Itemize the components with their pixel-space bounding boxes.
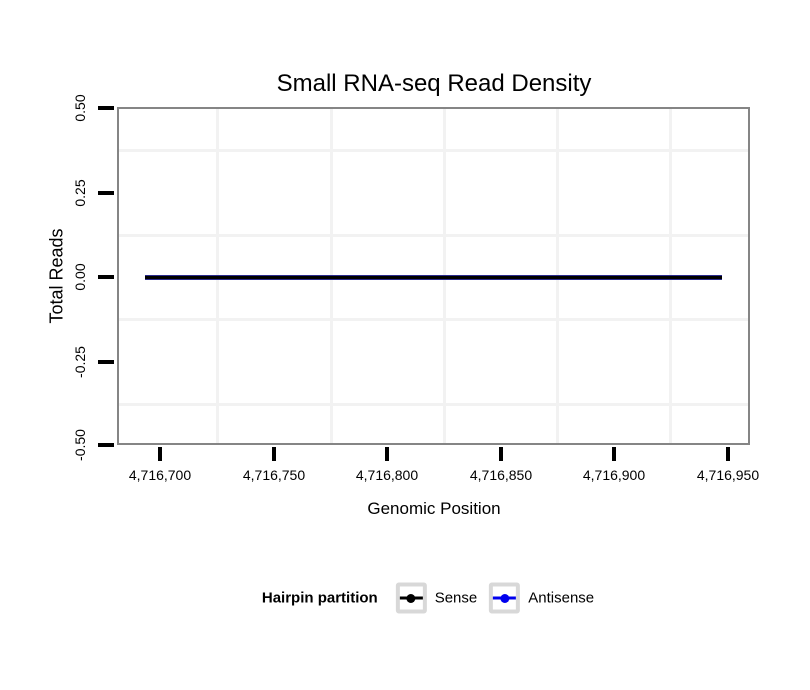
- chart-title: Small RNA-seq Read Density: [276, 70, 592, 97]
- x-tick-label: 4,716,900: [582, 467, 646, 483]
- x-tick-label: 4,716,850: [469, 467, 533, 483]
- legend-key-antisense: [489, 582, 521, 614]
- x-tick-mark: [385, 447, 389, 461]
- x-tick-label: 4,716,950: [696, 467, 760, 483]
- legend-title: Hairpin partition: [261, 589, 378, 607]
- x-tick-mark: [272, 447, 276, 461]
- legend: Hairpin partition Sense Antisense: [261, 582, 606, 614]
- x-tick-label: 4,716,800: [355, 467, 419, 483]
- antisense-point-icon: [500, 593, 510, 603]
- plot-panel: [117, 107, 750, 445]
- y-tick-mark: [98, 191, 114, 195]
- x-axis-title: Genomic Position: [367, 499, 501, 518]
- legend-label-sense: Sense: [434, 589, 478, 607]
- legend-key-sense: [395, 582, 427, 614]
- y-axis-title: Total Reads: [46, 228, 67, 324]
- x-tick-mark: [158, 447, 162, 461]
- x-tick-mark: [499, 447, 503, 461]
- x-tick-label: 4,716,700: [128, 467, 192, 483]
- x-tick-mark: [612, 447, 616, 461]
- minor-gridline-horizontal: [119, 149, 748, 152]
- x-tick-label: 4,716,750: [242, 467, 306, 483]
- minor-gridline-horizontal: [119, 234, 748, 237]
- y-tick-mark: [98, 275, 114, 279]
- y-tick-label: 0.50: [72, 94, 88, 122]
- y-tick-label: 0.00: [72, 263, 88, 291]
- minor-gridline-horizontal: [119, 403, 748, 406]
- legend-label-antisense: Antisense: [528, 589, 595, 607]
- y-tick-label: -0.25: [72, 346, 88, 378]
- x-tick-mark: [726, 447, 730, 461]
- y-tick-mark: [98, 106, 114, 110]
- y-tick-label: -0.50: [72, 429, 88, 461]
- y-tick-label: 0.25: [72, 179, 88, 207]
- minor-gridline-horizontal: [119, 318, 748, 321]
- y-tick-mark: [98, 443, 114, 447]
- sense-point-icon: [406, 593, 416, 603]
- y-tick-mark: [98, 360, 114, 364]
- sense-series-line: [145, 276, 722, 279]
